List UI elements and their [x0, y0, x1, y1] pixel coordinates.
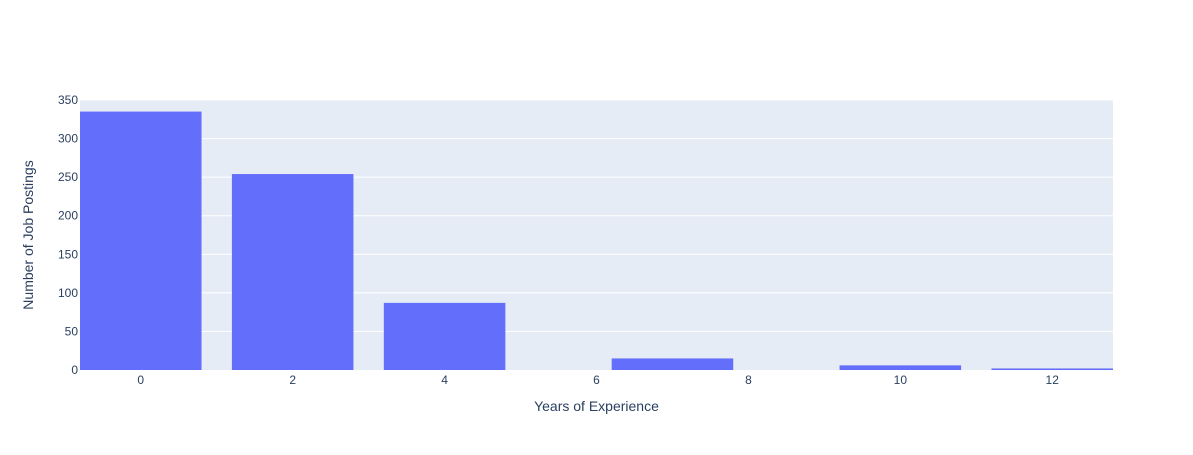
x-axis-title: Years of Experience [534, 398, 659, 414]
bar [991, 368, 1113, 370]
bars [80, 111, 1113, 371]
y-tick-label: 200 [58, 209, 78, 223]
bar [231, 174, 354, 370]
x-tick-label: 0 [137, 373, 144, 387]
y-tick-label: 350 [58, 93, 78, 107]
y-axis-ticks: 0 50 100 150 200 250 300 350 [58, 93, 78, 377]
bar [383, 302, 506, 370]
y-tick-label: 50 [65, 324, 79, 338]
y-tick-label: 0 [71, 363, 78, 377]
x-tick-label: 2 [289, 373, 296, 387]
y-tick-label: 150 [58, 247, 78, 261]
x-tick-label: 12 [1046, 373, 1060, 387]
x-tick-label: 4 [441, 373, 448, 387]
y-tick-label: 100 [58, 286, 78, 300]
x-tick-label: 10 [894, 373, 908, 387]
bar [80, 111, 202, 371]
bar [839, 365, 962, 370]
y-tick-label: 250 [58, 170, 78, 184]
bar [611, 358, 734, 370]
y-tick-label: 300 [58, 132, 78, 146]
x-axis-ticks: 0 2 4 6 8 10 12 [137, 373, 1059, 387]
y-axis-title: Number of Job Postings [20, 160, 36, 309]
x-tick-label: 8 [745, 373, 752, 387]
x-tick-label: 6 [593, 373, 600, 387]
